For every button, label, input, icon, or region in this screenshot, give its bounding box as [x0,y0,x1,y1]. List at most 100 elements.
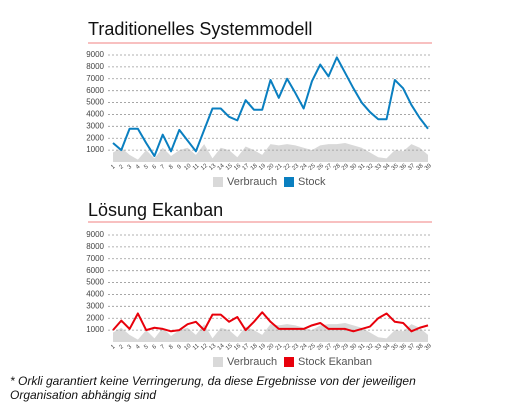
legend-swatch [213,357,223,367]
x-tick-label: 18 [250,343,259,352]
x-tick-label: 12 [200,163,209,172]
x-tick-label: 6 [152,164,159,171]
x-tick-label: 35 [391,343,400,352]
x-tick-label: 14 [217,163,226,172]
x-tick-label: 33 [374,343,383,352]
x-tick-label: 8 [168,164,175,171]
x-tick-label: 10 [183,163,192,172]
x-tick-label: 17 [242,343,251,352]
y-tick-label: 3000 [86,301,104,310]
x-tick-label: 38 [416,163,425,172]
x-tick-label: 21 [275,163,284,172]
x-tick-label: 4 [135,344,142,351]
x-tick-label: 26 [316,163,325,172]
x-tick-label: 15 [225,163,234,172]
x-tick-label: 30 [349,343,358,352]
x-tick-label: 7 [160,164,167,171]
x-tick-label: 18 [250,163,259,172]
x-tick-label: 19 [258,163,267,172]
x-tick-label: 6 [152,344,159,351]
y-tick-label: 9000 [86,230,104,239]
y-tick-label: 5000 [86,98,104,107]
y-tick-label: 6000 [86,266,104,275]
y-tick-label: 2000 [86,133,104,142]
x-tick-label: 35 [391,163,400,172]
y-tick-label: 5000 [86,278,104,287]
legend-label: Stock Ekanban [298,356,372,368]
y-tick-label: 8000 [86,62,104,71]
x-tick-label: 21 [275,343,284,352]
x-tick-label: 16 [233,163,242,172]
x-tick-label: 20 [266,163,275,172]
x-tick-label: 39 [424,163,433,172]
x-tick-label: 29 [341,343,350,352]
x-tick-label: 8 [168,344,175,351]
legend-label: Verbrauch [227,356,277,368]
x-tick-label: 36 [399,163,408,172]
x-tick-label: 34 [382,163,391,172]
y-tick-label: 7000 [86,254,104,263]
x-tick-label: 24 [300,163,309,172]
y-tick-label: 4000 [86,290,104,299]
y-tick-label: 6000 [86,86,104,95]
y-tick-label: 4000 [86,110,104,119]
y-tick-label: 1000 [86,325,104,334]
x-tick-label: 28 [333,163,342,172]
x-tick-label: 38 [416,343,425,352]
x-tick-label: 32 [366,163,375,172]
x-tick-label: 19 [258,343,267,352]
legend-label: Stock [298,176,326,188]
x-tick-label: 1 [110,344,117,351]
x-tick-label: 31 [358,163,367,172]
x-tick-label: 5 [143,164,150,171]
x-tick-label: 36 [399,343,408,352]
x-tick-label: 13 [208,343,217,352]
y-tick-label: 1000 [86,145,104,154]
x-tick-label: 16 [233,343,242,352]
x-tick-label: 17 [242,163,251,172]
x-tick-label: 12 [200,343,209,352]
x-tick-label: 27 [324,163,333,172]
x-tick-label: 2 [118,164,125,171]
x-tick-label: 20 [266,343,275,352]
x-tick-label: 11 [192,163,201,172]
area [113,322,428,342]
x-tick-label: 3 [127,344,134,351]
x-tick-label: 29 [341,163,350,172]
x-tick-label: 22 [283,343,292,352]
x-tick-label: 26 [316,343,325,352]
x-tick-label: 23 [291,343,300,352]
line [112,311,429,333]
x-tick-label: 31 [358,343,367,352]
y-tick-label: 9000 [86,50,104,59]
y-tick-label: 8000 [86,242,104,251]
x-tick-label: 28 [333,343,342,352]
x-tick-label: 24 [300,343,309,352]
x-tick-label: 14 [217,343,226,352]
x-tick-label: 1 [110,164,117,171]
x-tick-label: 27 [324,343,333,352]
y-tick-label: 2000 [86,313,104,322]
x-tick-label: 13 [208,163,217,172]
footnote: * Orkli garantiert keine Verringerung, d… [10,374,416,402]
x-tick-label: 34 [382,343,391,352]
legend-swatch [213,177,223,187]
x-tick-label: 9 [176,344,183,351]
x-tick-label: 2 [118,344,125,351]
x-tick-label: 37 [407,163,416,172]
x-tick-label: 25 [308,343,317,352]
x-tick-label: 11 [192,343,201,352]
x-tick-label: 9 [176,164,183,171]
x-tick-label: 39 [424,343,433,352]
chart-title: Lösung Ekanban [88,200,223,220]
x-tick-label: 25 [308,163,317,172]
y-tick-label: 7000 [86,74,104,83]
line [112,56,429,158]
x-tick-label: 4 [135,164,142,171]
legend-swatch [284,357,294,367]
x-tick-label: 3 [127,164,134,171]
area [113,142,428,162]
y-tick-label: 3000 [86,121,104,130]
x-tick-label: 30 [349,163,358,172]
